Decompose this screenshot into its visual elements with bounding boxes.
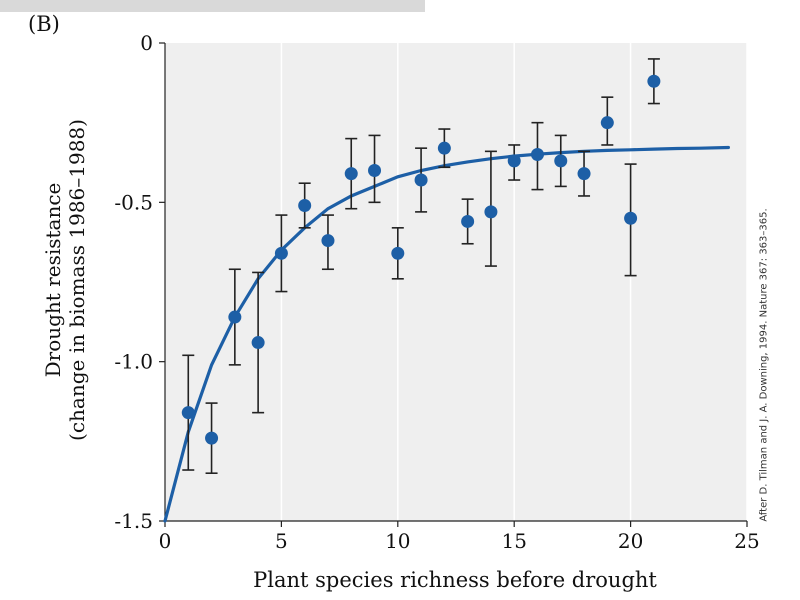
y-axis-label-line1: Drought resistance [41,182,65,378]
data-point [484,205,498,219]
header-bar [0,0,425,12]
data-point [181,406,195,420]
data-point [530,148,544,162]
y-tick-label: -1.0 [114,350,153,374]
data-point [461,214,475,228]
data-points [181,74,661,445]
data-point [577,167,591,181]
source-credit: After D. Tilman and J. A. Downing, 1994.… [758,208,770,522]
data-point [647,74,661,88]
y-axis-label: Drought resistance (change in biomass 19… [41,119,89,441]
x-tick-label: 25 [734,529,759,553]
x-axis-label: Plant species richness before drought [253,568,657,592]
x-tick-label: 15 [501,529,526,553]
data-point [344,167,358,181]
data-point [321,234,335,248]
y-tick-label: -1.5 [114,509,153,533]
y-tick-label: -0.5 [114,190,153,214]
data-point [437,141,451,155]
plot-area [165,43,747,521]
data-point [507,154,521,168]
data-point [624,211,638,225]
y-tick-label: 0 [140,31,153,55]
x-tick-label: 0 [159,529,172,553]
data-point [391,246,405,260]
tick-labels: 0 5 10 15 20 25 0 -0.5 -1.0 -1.5 [114,31,759,553]
y-axis-label-line2: (change in biomass 1986–1988) [65,119,89,441]
data-point [228,310,242,324]
data-point [298,199,312,213]
x-tick-label: 20 [618,529,643,553]
data-point [205,431,219,445]
data-point [554,154,568,168]
axes [164,43,747,522]
data-point [274,246,288,260]
data-point [368,163,382,177]
data-point [414,173,428,187]
x-tick-label: 5 [275,529,288,553]
data-point [251,336,265,350]
panel-label: (B) [28,12,60,36]
data-point [600,116,614,130]
x-tick-label: 10 [385,529,410,553]
